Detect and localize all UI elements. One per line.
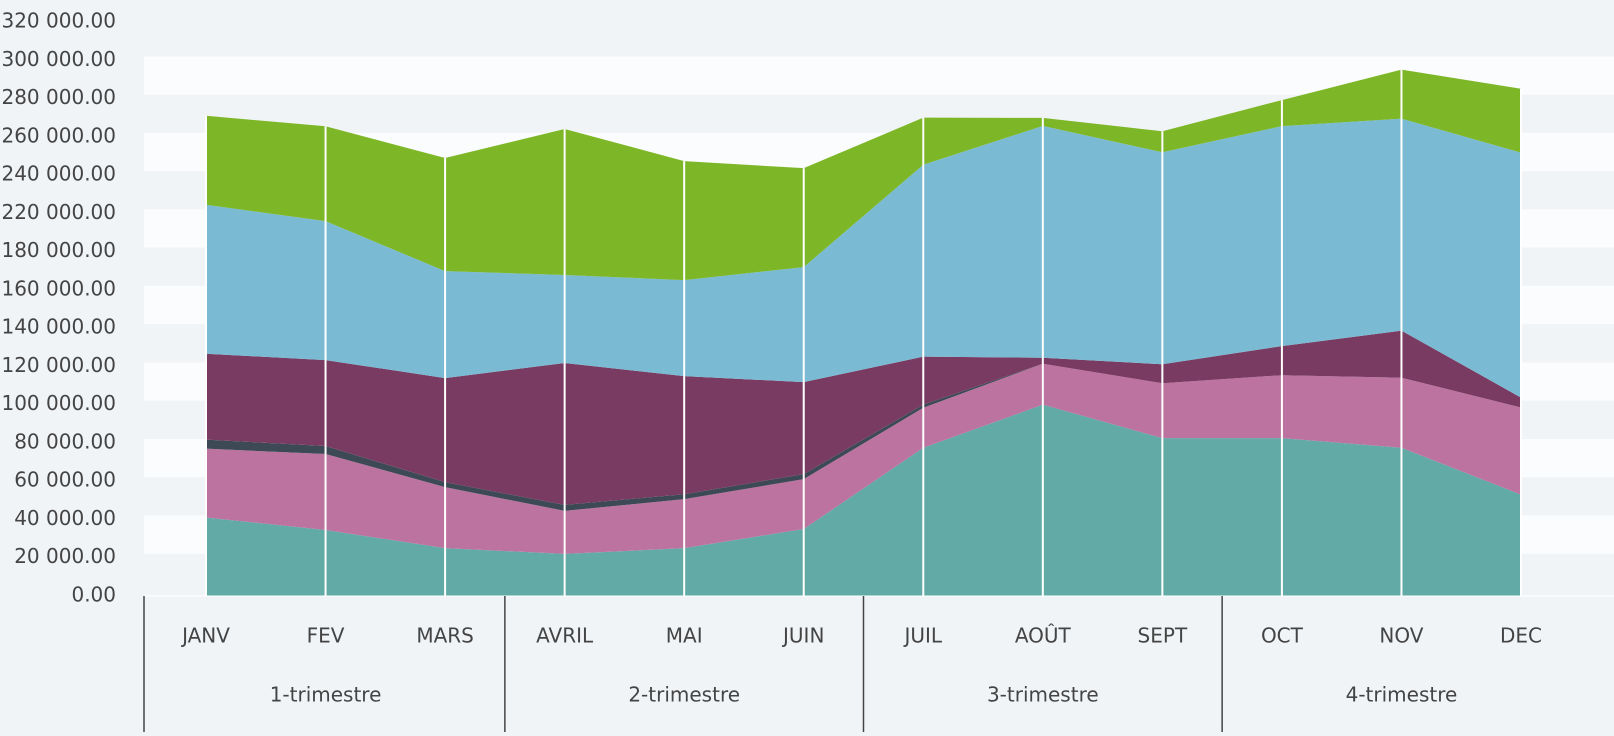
x-tick-label: AOÛT	[1015, 624, 1072, 648]
group-label: 4-trimestre	[1346, 683, 1458, 707]
x-tick-label: NOV	[1379, 624, 1423, 648]
area	[206, 330, 1521, 505]
y-tick-label: 120 000.00	[1, 353, 116, 377]
group-label: 2-trimestre	[628, 683, 740, 707]
x-tick-label: DEC	[1500, 624, 1542, 648]
x-tick-label: MARS	[416, 624, 474, 648]
y-tick-label: 80 000.00	[14, 429, 116, 453]
y-tick-label: 140 000.00	[1, 315, 116, 339]
group-label: 3-trimestre	[987, 683, 1099, 707]
y-tick-label: 260 000.00	[1, 123, 116, 147]
area	[206, 69, 1521, 281]
y-tick-label: 300 000.00	[1, 47, 116, 71]
area	[206, 363, 1521, 554]
y-tick-label: 20 000.00	[14, 544, 116, 568]
x-tick-label: OCT	[1261, 624, 1304, 648]
area	[206, 404, 1521, 596]
y-tick-label: 0.00	[71, 583, 116, 607]
area	[206, 118, 1521, 398]
x-tick-label: MAI	[666, 624, 703, 648]
y-tick-label: 280 000.00	[1, 85, 116, 109]
y-tick-label: 160 000.00	[1, 276, 116, 300]
y-tick-label: 100 000.00	[1, 391, 116, 415]
grid-band	[144, 18, 1614, 57]
y-tick-label: 240 000.00	[1, 162, 116, 186]
x-tick-label: FEV	[307, 624, 345, 648]
x-tick-label: SEPT	[1138, 624, 1188, 648]
y-tick-label: 60 000.00	[14, 468, 116, 492]
y-tick-label: 180 000.00	[1, 238, 116, 262]
x-tick-label: JANV	[180, 624, 230, 648]
group-label: 1-trimestre	[270, 683, 382, 707]
y-tick-label: 220 000.00	[1, 200, 116, 224]
x-tick-label: JUIL	[902, 624, 942, 648]
y-tick-label: 320 000.00	[1, 9, 116, 33]
x-tick-label: AVRIL	[536, 624, 594, 648]
x-tick-label: JUIN	[781, 624, 824, 648]
y-tick-label: 40 000.00	[14, 506, 116, 530]
